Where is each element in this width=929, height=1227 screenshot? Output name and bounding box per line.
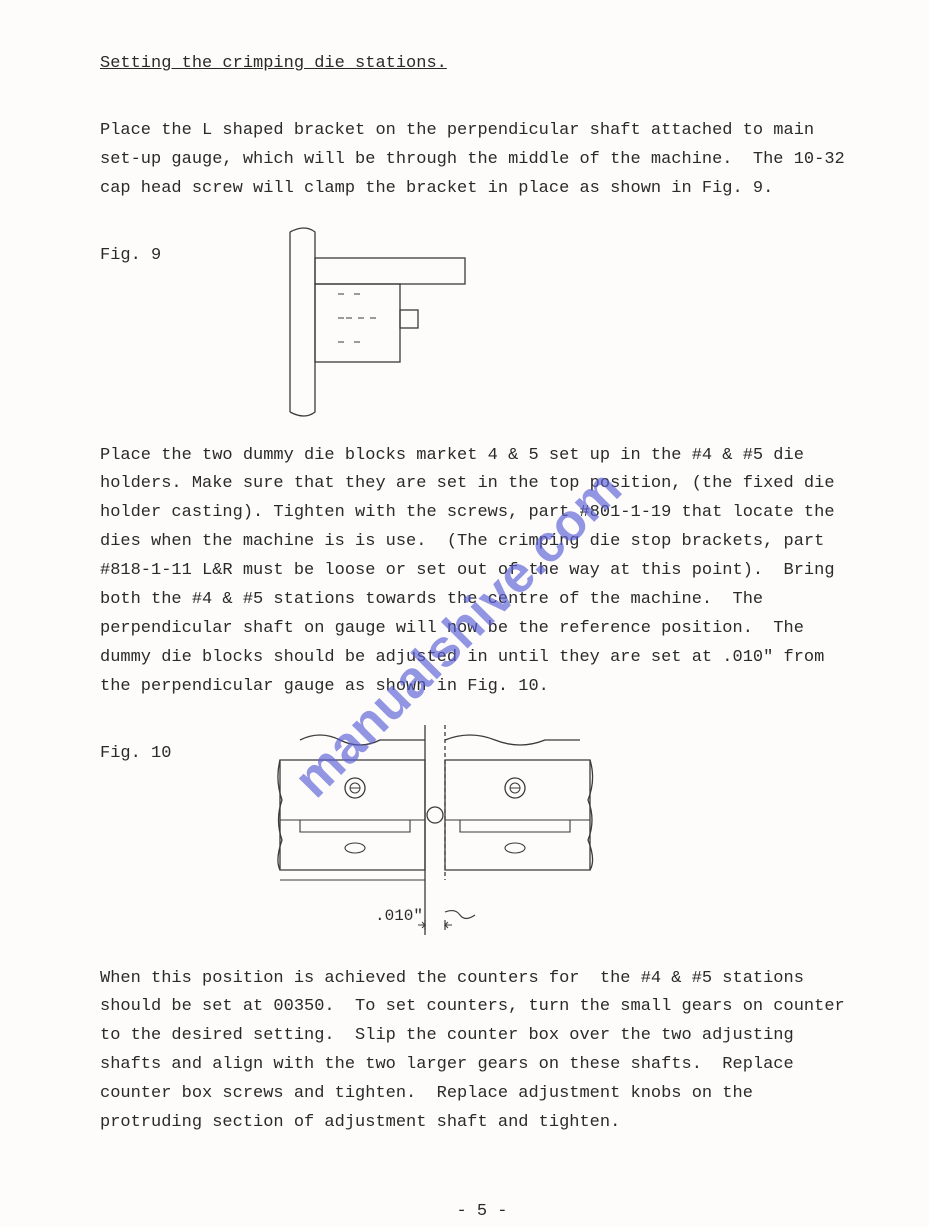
figure-9-row: Fig. 9 — [100, 222, 864, 422]
figure-9-drawing — [260, 222, 864, 422]
figure-10-label: Fig. 10 — [100, 720, 260, 769]
paragraph-intro: Place the L shaped bracket on the perpen… — [100, 117, 864, 204]
paragraph-counters: When this position is achieved the count… — [100, 965, 864, 1138]
figure-9-svg — [260, 222, 490, 422]
page-number: - 5 - — [100, 1198, 864, 1227]
figure-10-drawing: .010" — [260, 720, 864, 945]
figure-10-row: Fig. 10 — [100, 720, 864, 945]
paragraph-die-blocks: Place the two dummy die blocks market 4 … — [100, 442, 864, 702]
figure-10-svg: .010" — [260, 720, 620, 945]
section-title: Setting the crimping die stations. — [100, 50, 864, 79]
figure-10-dimension-text: .010" — [375, 907, 423, 925]
figure-9-label: Fig. 9 — [100, 222, 260, 271]
